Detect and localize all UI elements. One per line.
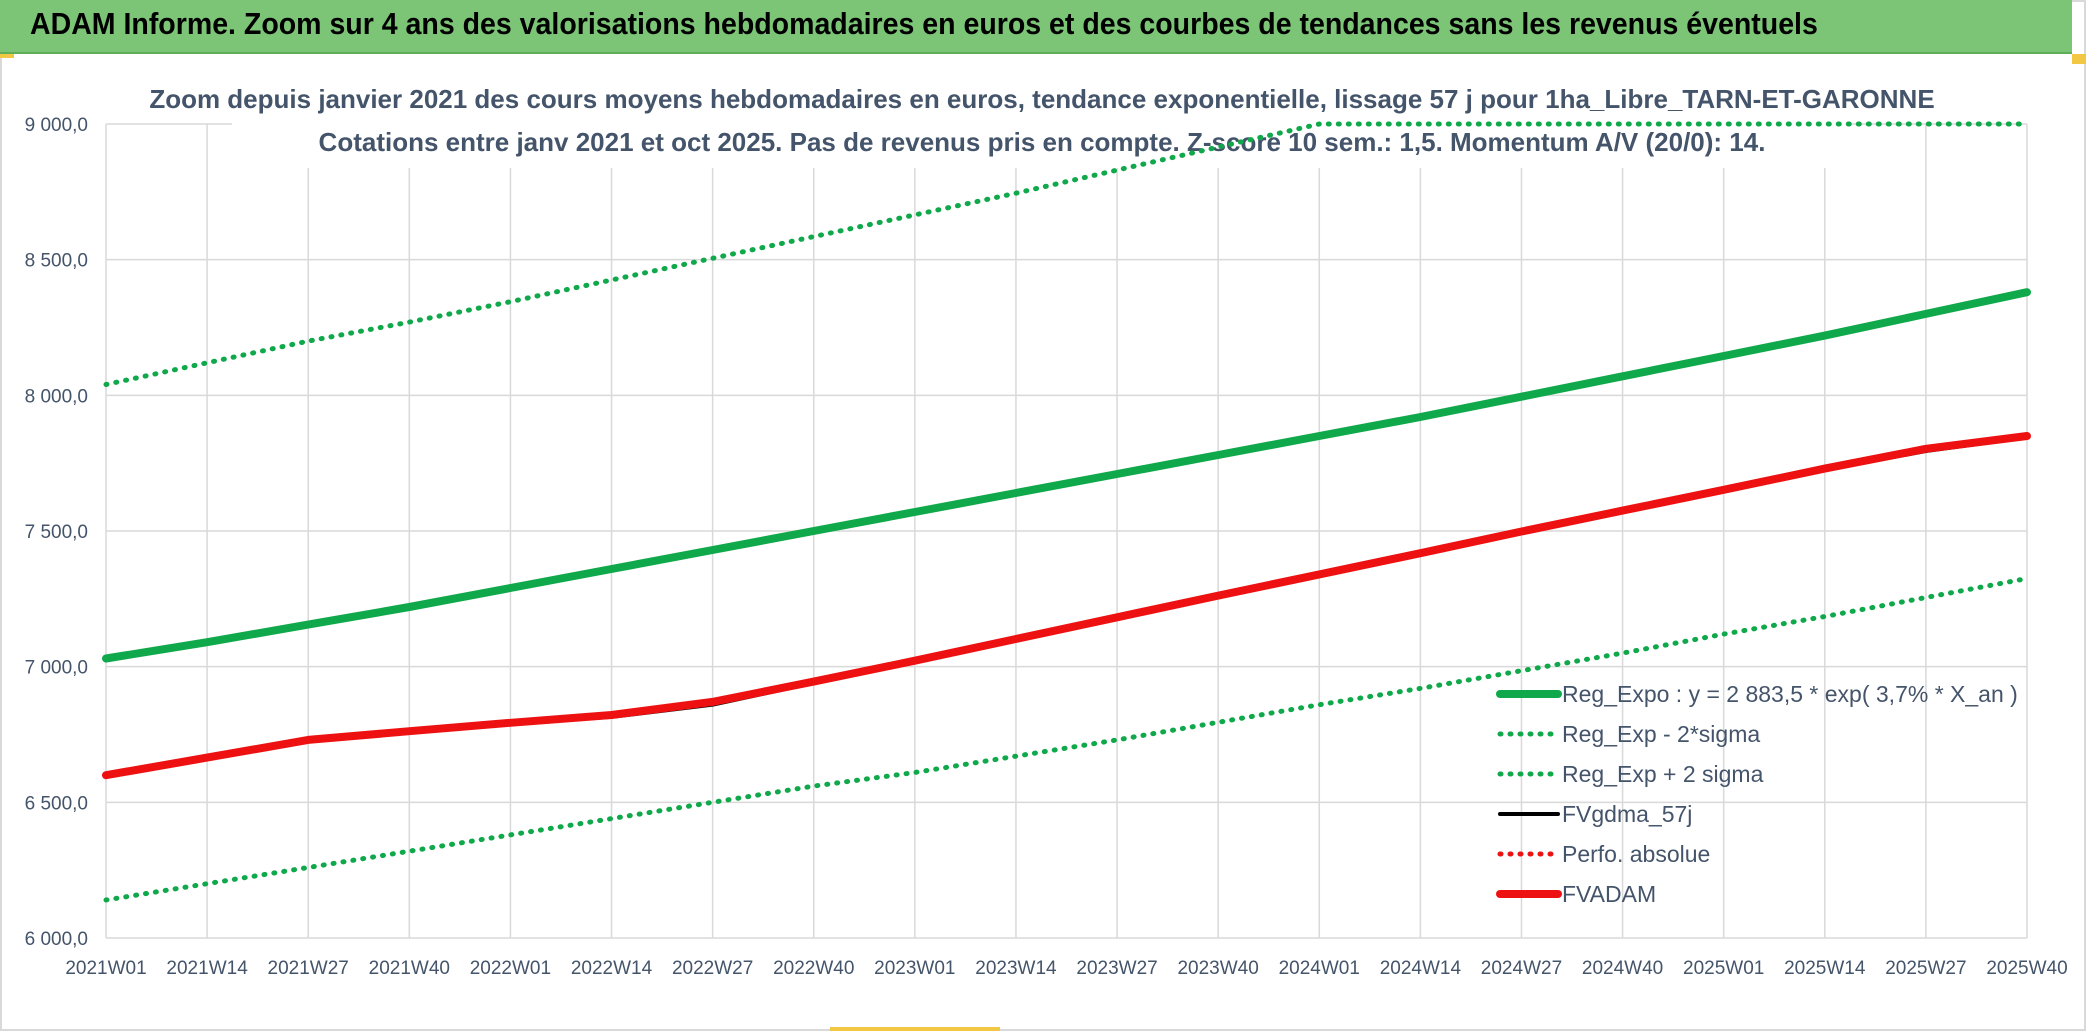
x-tick-label: 2022W40 (773, 958, 854, 979)
data-series (102, 121, 2031, 903)
x-tick-label: 2021W27 (268, 958, 349, 979)
report-banner: ADAM Informe. Zoom sur 4 ans des valoris… (0, 0, 2072, 54)
legend-label-2: Reg_Exp - 2*sigma (1562, 721, 1760, 747)
x-tick-label: 2022W14 (571, 958, 653, 979)
corner-accent-left (0, 54, 14, 58)
y-tick-label: 8 500,0 (25, 251, 88, 272)
x-tick-label: 2023W14 (975, 958, 1057, 979)
legend-label-1: Reg_Expo : y = 2 883,5 * exp( 3,7% * X_a… (1562, 681, 2018, 707)
report-banner-title: ADAM Informe. Zoom sur 4 ans des valoris… (30, 6, 1818, 41)
y-tick-label: 7 000,0 (25, 658, 88, 679)
legend-label-4: FVgdma_57j (1562, 801, 1692, 827)
x-tick-label: 2025W40 (1986, 958, 2067, 979)
x-tick-label: 2021W40 (369, 958, 450, 979)
x-tick-label: 2021W01 (65, 958, 146, 979)
series-line-5 (103, 433, 2030, 778)
legend-label-6: FVADAM (1562, 881, 1656, 907)
chart-title-line-2: Cotations entre janv 2021 et oct 2025. P… (319, 127, 1766, 157)
y-tick-label: 7 500,0 (25, 522, 88, 543)
legend-label-5: Perfo. absolue (1562, 841, 1710, 867)
legend-label-3: Reg_Exp + 2 sigma (1562, 761, 1764, 787)
x-tick-label: 2024W01 (1279, 958, 1360, 979)
x-tick-label: 2023W27 (1076, 958, 1157, 979)
x-tick-label: 2024W40 (1582, 958, 1663, 979)
legend: Reg_Expo : y = 2 883,5 * exp( 3,7% * X_a… (1496, 681, 2018, 907)
series-line-3 (103, 121, 2030, 387)
series-line-2 (103, 576, 2030, 903)
x-tick-label: 2025W14 (1784, 958, 1866, 979)
grid-lines (105, 123, 2028, 939)
x-tick-label: 2023W01 (874, 958, 955, 979)
y-tick-label: 6 000,0 (25, 929, 88, 950)
x-tick-label: 2024W14 (1380, 958, 1462, 979)
y-tick-label: 6 500,0 (25, 793, 88, 814)
x-tick-label: 2025W27 (1885, 958, 1966, 979)
y-tick-label: 9 000,0 (25, 115, 88, 136)
x-tick-label: 2022W27 (672, 958, 753, 979)
x-tick-label: 2025W01 (1683, 958, 1764, 979)
x-tick-label: 2022W01 (470, 958, 551, 979)
y-axis-ticks: 6 000,0 6 500,0 7 000,0 7 500,0 8 000,0 8 500… (25, 115, 88, 950)
x-tick-label: 2021W14 (166, 958, 248, 979)
x-tick-label: 2024W27 (1481, 958, 1562, 979)
corner-accent-right (2072, 54, 2086, 64)
chart-title-background (232, 78, 1852, 168)
bottom-accent (830, 1027, 1000, 1031)
series-line-1 (102, 288, 2031, 663)
chart-title: Zoom depuis janvier 2021 des cours moyen… (149, 78, 1935, 168)
x-tick-label: 2023W40 (1177, 958, 1258, 979)
y-tick-label: 8 000,0 (25, 386, 88, 407)
x-axis-ticks: 2021W01 2021W14 2021W27 2021W40 2022W01 2022W… (65, 958, 2067, 979)
chart-title-line-1: Zoom depuis janvier 2021 des cours moyen… (149, 84, 1934, 114)
